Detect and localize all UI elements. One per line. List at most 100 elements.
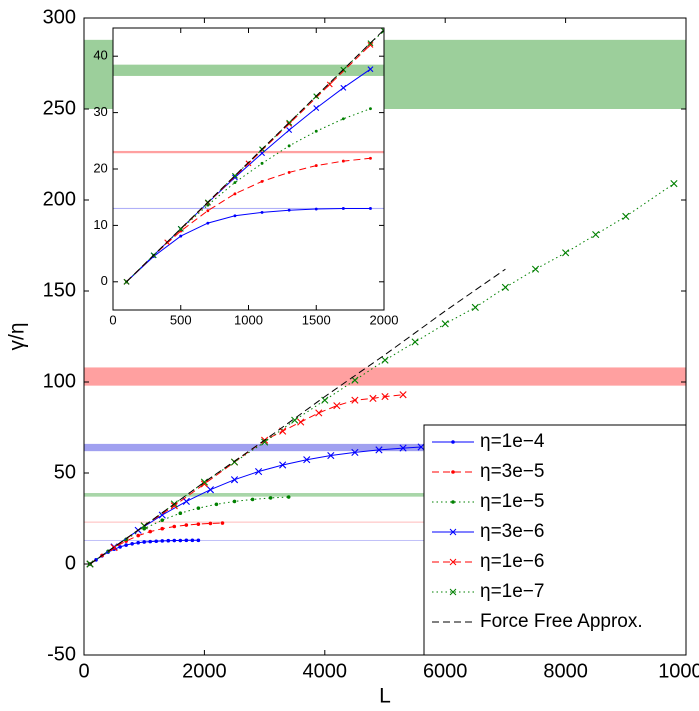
legend-marker xyxy=(449,588,457,596)
marker xyxy=(367,41,374,48)
x-tick-label: 6000 xyxy=(423,660,468,682)
legend-label: η=3e−6 xyxy=(480,521,544,542)
series-line xyxy=(126,208,371,283)
legend-label: η=1e−6 xyxy=(480,551,544,572)
marker xyxy=(314,129,318,133)
marker xyxy=(233,192,237,196)
x-tick-label: 0 xyxy=(78,660,89,682)
marker xyxy=(206,203,210,207)
marker xyxy=(369,107,372,111)
marker xyxy=(314,207,318,211)
marker xyxy=(287,208,291,212)
marker xyxy=(333,402,341,410)
marker xyxy=(341,159,345,163)
band xyxy=(113,150,384,154)
marker xyxy=(206,221,210,225)
legend-marker xyxy=(449,528,457,536)
marker xyxy=(441,320,449,328)
marker xyxy=(313,105,320,112)
marker xyxy=(196,522,201,526)
marker xyxy=(148,539,153,544)
marker xyxy=(233,181,237,184)
marker xyxy=(286,120,293,127)
legend-label: η=1e−4 xyxy=(480,431,545,452)
marker xyxy=(160,539,165,543)
marker xyxy=(260,161,264,165)
series-line xyxy=(89,496,289,565)
legend-label: η=1e−5 xyxy=(480,491,544,512)
marker xyxy=(297,418,305,426)
marker xyxy=(351,448,359,457)
marker xyxy=(341,207,345,210)
marker xyxy=(142,540,146,544)
marker xyxy=(326,81,333,88)
y-tick-label: 20 xyxy=(93,160,107,175)
marker xyxy=(178,511,183,516)
marker xyxy=(220,521,225,525)
marker xyxy=(369,156,372,160)
marker xyxy=(562,249,570,257)
marker xyxy=(315,409,323,417)
plot-frame xyxy=(83,17,687,656)
marker xyxy=(232,499,237,504)
marker xyxy=(670,180,678,188)
band xyxy=(84,539,686,541)
marker xyxy=(233,214,237,218)
series-line xyxy=(126,157,371,283)
x-tick-label: 10000 xyxy=(658,660,699,682)
marker xyxy=(411,338,419,346)
marker xyxy=(287,170,291,174)
y-tick-label: 100 xyxy=(43,370,76,392)
plot-layer xyxy=(113,28,384,285)
x-tick-label: 1000 xyxy=(234,312,263,327)
marker xyxy=(250,497,255,502)
y-tick-label: -50 xyxy=(47,643,76,665)
marker xyxy=(351,396,359,404)
legend-label: Force Free Approx. xyxy=(480,611,643,632)
marker xyxy=(160,526,165,531)
y-axis-label: γ/η xyxy=(6,322,29,350)
marker xyxy=(268,496,273,500)
series-line xyxy=(126,29,384,283)
legend-marker xyxy=(449,558,457,566)
marker xyxy=(142,526,146,531)
marker xyxy=(166,538,171,543)
marker xyxy=(206,209,210,213)
legend-label: η=3e−5 xyxy=(480,461,544,482)
marker xyxy=(351,376,359,384)
y-tick-label: 150 xyxy=(43,279,76,301)
y-tick-label: 0 xyxy=(101,273,108,288)
marker xyxy=(179,234,183,238)
marker xyxy=(501,283,509,291)
y-tick-label: 30 xyxy=(93,104,107,119)
marker xyxy=(170,502,178,510)
marker xyxy=(182,497,190,505)
marker xyxy=(124,543,128,547)
marker xyxy=(260,179,264,183)
marker xyxy=(471,303,479,311)
marker xyxy=(369,394,377,402)
marker xyxy=(232,174,238,181)
marker xyxy=(375,446,383,454)
marker xyxy=(381,392,389,401)
marker xyxy=(321,396,329,404)
marker xyxy=(178,538,183,543)
marker xyxy=(154,539,159,544)
marker xyxy=(381,356,389,364)
legend-marker xyxy=(451,470,455,474)
legend-label: η=1e−7 xyxy=(480,581,544,602)
marker xyxy=(254,467,263,476)
marker xyxy=(184,523,189,527)
y-tick-label: 0 xyxy=(65,552,76,574)
marker xyxy=(279,461,287,469)
y-tick-label: 10 xyxy=(93,217,107,232)
marker xyxy=(172,538,177,543)
marker xyxy=(291,416,299,424)
marker xyxy=(260,210,264,214)
x-axis-label: L xyxy=(379,685,391,708)
x-tick-label: 1500 xyxy=(302,312,331,327)
band xyxy=(84,521,686,523)
marker xyxy=(340,84,347,91)
marker xyxy=(130,541,134,546)
